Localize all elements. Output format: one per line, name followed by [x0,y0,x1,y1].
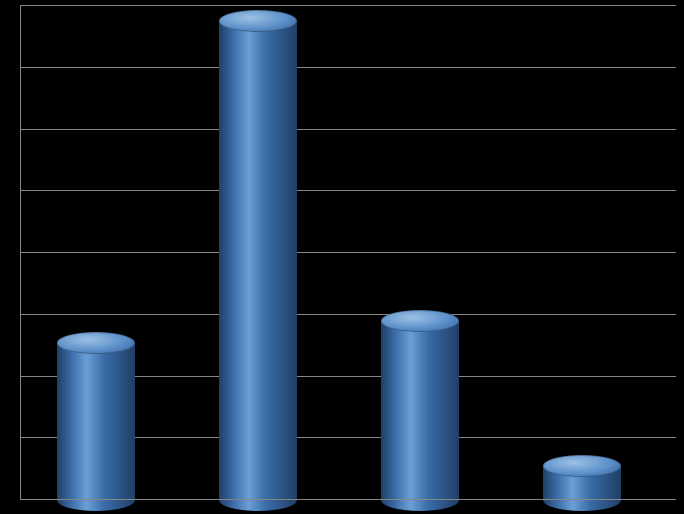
gridline [20,129,676,130]
bar-body [219,21,297,500]
x-axis-edge [20,499,676,500]
bar-top-ellipse [381,310,459,332]
bar-C [381,321,459,500]
gridline [20,314,676,315]
bar-body [381,321,459,500]
bar-D [543,466,621,500]
y-axis-edge [20,6,21,500]
plot-area [20,6,676,500]
bar-top-ellipse [543,455,621,477]
bar-B [219,21,297,500]
gridline [20,67,676,68]
cylinder-bar-chart [0,0,684,514]
gridline [20,190,676,191]
gridline [20,252,676,253]
bar-A [57,343,135,500]
bar-body [57,343,135,500]
bar-top-ellipse [57,332,135,354]
bar-top-ellipse [219,10,297,32]
gridline [20,5,676,6]
